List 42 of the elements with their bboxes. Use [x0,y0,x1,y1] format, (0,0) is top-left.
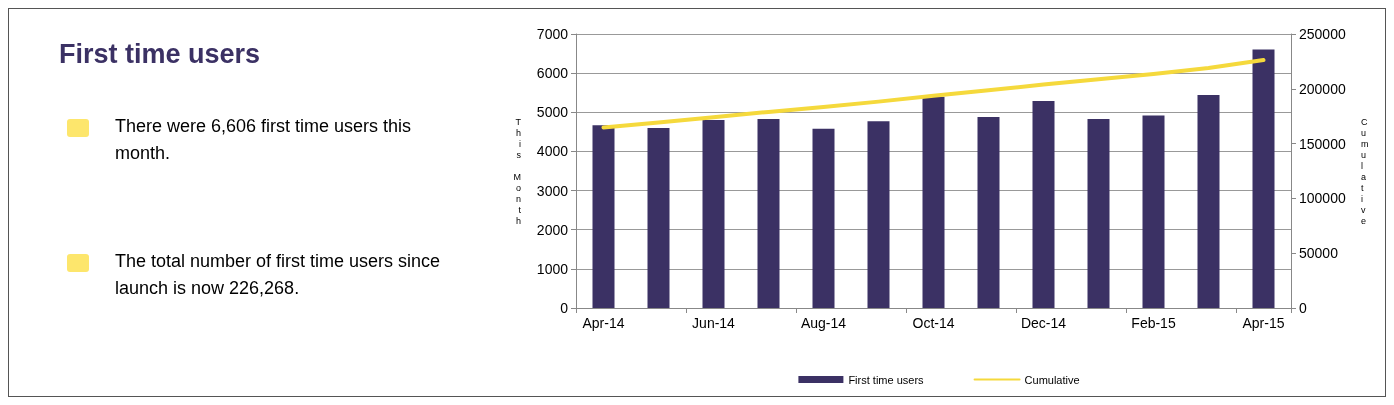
x-tick-label: Apr-14 [582,315,625,331]
y-tick-label: 6000 [536,65,569,82]
bar [702,120,725,308]
text: Cumulative [1361,116,1369,226]
bar [1142,115,1165,308]
y-tick-label: 2000 [536,221,569,238]
x-tick-label: Dec-14 [1020,315,1067,331]
bar [1197,95,1220,308]
bar [977,116,1000,308]
y2-tick-label: 200000 [1299,80,1346,97]
x-tick-label: Aug-14 [800,315,847,331]
y-tick-label: 7000 [536,26,569,42]
text: The total number of first time users since launch is now 226,268. [115,250,442,300]
bar [867,121,890,308]
y2-tick-label: 50000 [1299,245,1339,262]
x-tick-label: Apr-15 [1242,315,1285,331]
bar [1252,49,1275,308]
bar [812,128,835,308]
y-tick-label: 4000 [536,143,569,160]
legend-label: Cumulative [1024,373,1080,386]
text: There were 6,606 first time users this month. [115,115,413,165]
y2-tick-label: 0 [1299,300,1307,316]
text: This Month [513,116,521,226]
bar [647,127,670,308]
bar [1032,100,1055,308]
x-tick-label: Jun-14 [692,315,736,331]
x-tick-label: Feb-15 [1131,315,1176,331]
text: First time users [59,39,261,70]
y2-tick-label: 250000 [1299,26,1346,42]
bar [922,96,945,308]
legend-label: First time users [848,373,925,386]
bar [592,125,615,308]
y-tick-label: 0 [560,300,569,316]
y-tick-label: 3000 [536,182,569,199]
y2-tick-label: 100000 [1299,190,1346,207]
bar [1087,118,1110,308]
y-tick-label: 1000 [536,260,569,277]
bar [757,118,780,308]
line-series [601,58,1266,130]
y2-tick-label: 150000 [1299,135,1346,152]
x-tick-label: Oct-14 [912,315,955,331]
y-tick-label: 5000 [536,104,569,121]
